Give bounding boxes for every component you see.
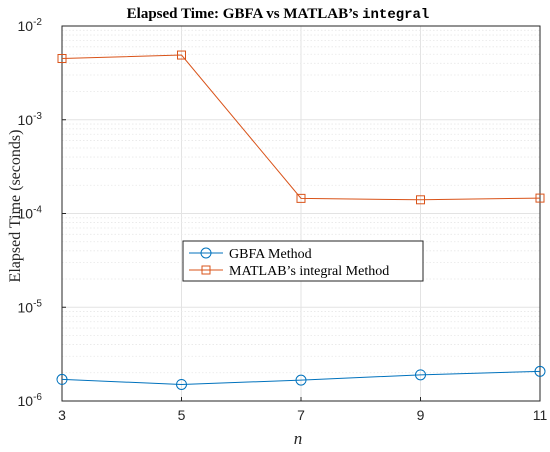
x-tick-label: 5 — [178, 407, 186, 423]
chart-title-code: integral — [362, 7, 429, 23]
y-tick-label: 10-3 — [18, 111, 43, 128]
y-axis-label: Elapsed Time (seconds) — [7, 130, 24, 283]
series-line — [61, 370, 541, 385]
legend-label: GBFA Method — [229, 247, 312, 262]
x-tick-label: 3 — [58, 407, 66, 423]
y-tick-label: 10-2 — [18, 17, 43, 34]
series-layer — [56, 50, 546, 390]
series-1 — [56, 365, 546, 390]
y-tick-label: 10-6 — [18, 392, 43, 409]
data-point — [176, 378, 187, 390]
x-tick-label: 7 — [297, 407, 305, 423]
axis-ticks: 3 5 7 9 11 10-6 10-5 10-4 10-3 10-2 — [18, 17, 548, 423]
legend: GBFA Method MATLAB’s integral Method — [182, 240, 424, 282]
data-point — [415, 369, 426, 381]
x-tick-label: 11 — [533, 407, 548, 423]
series-2 — [57, 50, 545, 205]
data-point — [535, 193, 545, 203]
chart-title-text: Elapsed Time: GBFA vs MATLAB’s — [127, 6, 362, 22]
legend-box — [182, 240, 424, 282]
data-point — [56, 373, 68, 385]
chart-title: Elapsed Time: GBFA vs MATLAB’s integral — [127, 6, 430, 23]
series-line — [61, 54, 541, 201]
data-point — [295, 374, 307, 386]
data-point — [57, 54, 67, 64]
data-point — [416, 195, 425, 205]
x-tick-label: 9 — [417, 407, 425, 423]
data-point — [296, 193, 306, 203]
legend-label: MATLAB’s integral Method — [229, 264, 389, 279]
legend-marker — [200, 247, 212, 259]
data-point — [177, 50, 186, 60]
legend-marker — [201, 265, 211, 275]
y-tick-label: 10-5 — [18, 298, 43, 315]
y-tick-label: 10-4 — [18, 205, 43, 222]
x-axis-label: n — [294, 429, 303, 448]
data-point — [534, 365, 546, 377]
